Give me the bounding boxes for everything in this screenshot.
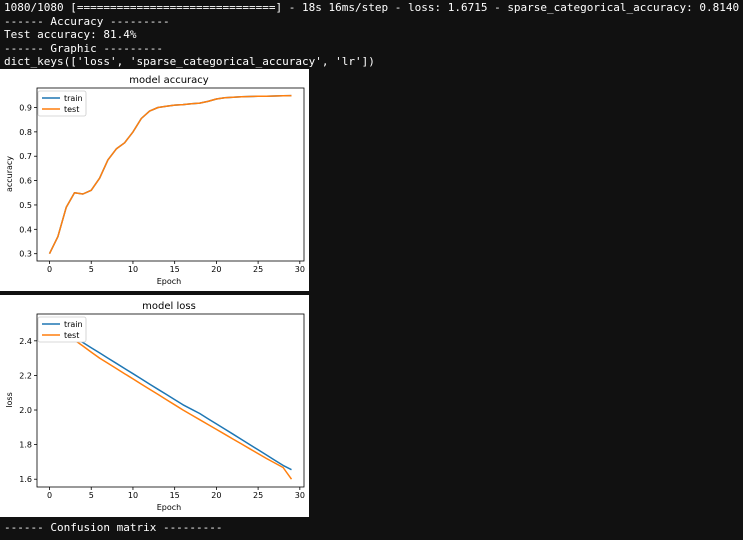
loss-legend-test-label: test bbox=[64, 331, 79, 340]
loss-series-test-line bbox=[49, 321, 293, 480]
accuracy-ytick-label: 0.7 bbox=[19, 152, 32, 161]
loss-chart-ylabel: loss bbox=[5, 392, 14, 407]
accuracy-chart-xlabel: Epoch bbox=[157, 277, 182, 286]
accuracy-series-test-line bbox=[48, 94, 292, 255]
training-progress-line: 1080/1080 [=============================… bbox=[4, 1, 740, 14]
accuracy-ytick-label: 0.4 bbox=[19, 225, 32, 234]
accuracy-chart: 0 5 10 15 20 25 30 0.3 0.4 0.5 0.6 0.7 0.8 0.9 model … bbox=[5, 75, 305, 286]
confusion-matrix-section-header: ------ Confusion matrix --------- bbox=[4, 521, 223, 534]
accuracy-plot-panel: 0 5 10 15 20 25 30 0.3 0.4 0.5 0.6 0.7 0.8 0.9 model … bbox=[0, 69, 309, 291]
loss-xtick-label: 0 bbox=[47, 491, 52, 500]
accuracy-xtick-label: 20 bbox=[211, 265, 221, 274]
accuracy-legend-train-label: train bbox=[64, 94, 83, 103]
accuracy-xtick-label: 0 bbox=[47, 265, 52, 274]
accuracy-ytick-label: 0.8 bbox=[19, 128, 32, 137]
loss-xtick-label: 25 bbox=[253, 491, 263, 500]
loss-xtick-label: 15 bbox=[170, 491, 180, 500]
accuracy-xtick-label: 30 bbox=[295, 265, 305, 274]
loss-ytick-label: 2.0 bbox=[19, 406, 32, 415]
loss-chart-content: 0 5 10 15 20 25 30 1.6 1.8 2.0 2.2 2.4 bbox=[19, 313, 305, 500]
loss-ytick-label: 1.8 bbox=[19, 441, 32, 450]
test-accuracy-line: Test accuracy: 81.4% bbox=[4, 28, 137, 41]
accuracy-legend-test-label: test bbox=[64, 105, 79, 114]
loss-xtick-label: 10 bbox=[128, 491, 138, 500]
accuracy-chart-content: 0 5 10 15 20 25 30 0.3 0.4 0.5 0.6 0.7 0.8 0.9 bbox=[19, 87, 305, 274]
accuracy-ytick-label: 0.5 bbox=[19, 201, 32, 210]
accuracy-section-header: ------ Accuracy --------- bbox=[4, 15, 170, 28]
loss-xtick-label: 30 bbox=[295, 491, 305, 500]
dict-keys-line: dict_keys(['loss', 'sparse_categorical_a… bbox=[4, 55, 375, 68]
loss-chart-legend: train test bbox=[37, 316, 87, 343]
accuracy-chart-ylabel: accuracy bbox=[5, 156, 14, 192]
loss-ytick-label: 2.4 bbox=[19, 337, 32, 346]
accuracy-ytick-label: 0.3 bbox=[19, 250, 32, 259]
loss-series-train-line bbox=[49, 321, 292, 471]
accuracy-plot-frame bbox=[36, 87, 305, 262]
loss-ytick-label: 1.6 bbox=[19, 475, 32, 484]
accuracy-ytick-label: 0.9 bbox=[19, 103, 32, 112]
loss-plot-frame bbox=[36, 313, 305, 488]
accuracy-chart-title: model accuracy bbox=[129, 75, 209, 86]
loss-ytick-label: 2.2 bbox=[19, 371, 32, 380]
accuracy-ytick-label: 0.6 bbox=[19, 177, 32, 186]
accuracy-xtick-label: 25 bbox=[253, 265, 263, 274]
loss-xtick-label: 5 bbox=[89, 491, 94, 500]
accuracy-xtick-label: 5 bbox=[89, 265, 94, 274]
loss-plot-panel: 0 5 10 15 20 25 30 1.6 1.8 2.0 2.2 2.4 model loss E… bbox=[0, 295, 309, 517]
accuracy-xtick-label: 10 bbox=[128, 265, 138, 274]
graphic-section-header: ------ Graphic --------- bbox=[4, 42, 163, 55]
loss-chart-xlabel: Epoch bbox=[157, 503, 182, 512]
accuracy-chart-legend: train test bbox=[37, 90, 87, 117]
loss-chart: 0 5 10 15 20 25 30 1.6 1.8 2.0 2.2 2.4 model loss E… bbox=[5, 301, 305, 512]
accuracy-xtick-label: 15 bbox=[170, 265, 180, 274]
loss-chart-title: model loss bbox=[142, 301, 196, 312]
loss-legend-train-label: train bbox=[64, 320, 83, 329]
loss-xtick-label: 20 bbox=[211, 491, 221, 500]
